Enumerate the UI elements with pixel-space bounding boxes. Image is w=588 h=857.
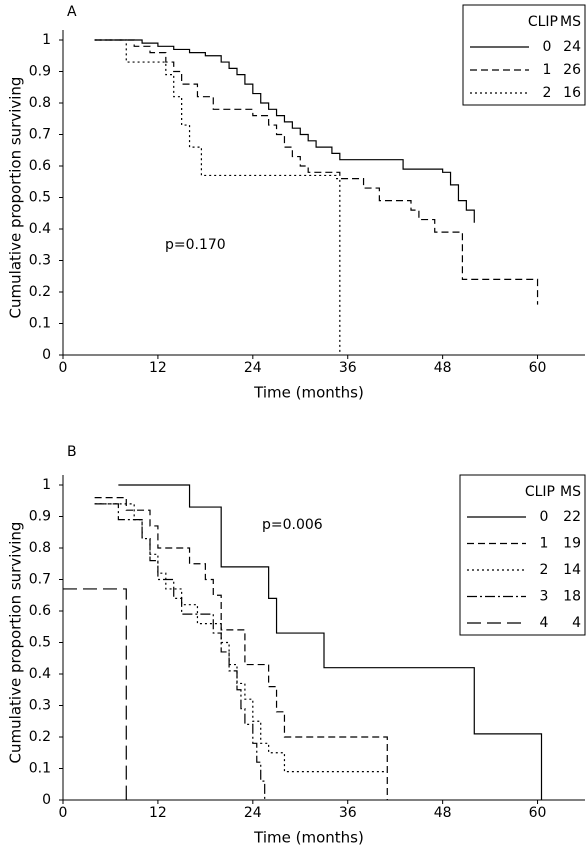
y-tick-label: 0.6 — [29, 603, 51, 619]
legend-label: 4 — [540, 615, 549, 631]
y-tick-label: 0.1 — [29, 761, 51, 777]
panel-label: B — [67, 444, 77, 460]
legend-label: 1 — [543, 62, 552, 78]
y-tick-label: 0.8 — [29, 540, 51, 556]
y-tick-label: 0.2 — [29, 729, 51, 745]
legend-label: 0 — [540, 509, 549, 525]
legend-ms: 19 — [563, 536, 581, 552]
x-tick-label: 36 — [339, 360, 357, 376]
y-tick-label: 0.7 — [29, 572, 51, 588]
x-tick-label: 12 — [149, 805, 167, 821]
y-tick-label: 0 — [42, 792, 51, 808]
x-tick-label: 12 — [149, 360, 167, 376]
legend-ms: 22 — [563, 509, 581, 525]
legend-ms: 14 — [563, 562, 581, 578]
x-tick-label: 60 — [529, 805, 547, 821]
y-tick-label: 0 — [42, 347, 51, 363]
y-tick-label: 0.3 — [29, 253, 51, 269]
x-tick-label: 48 — [434, 360, 452, 376]
annotation: p=0.170 — [165, 237, 226, 253]
y-tick-label: 0.6 — [29, 158, 51, 174]
y-tick-label: 0.8 — [29, 95, 51, 111]
survival-curve — [118, 484, 543, 800]
y-axis-label: Cumulative proportion surviving — [7, 522, 25, 764]
y-tick-label: 0.5 — [29, 635, 51, 651]
y-tick-label: 0.9 — [29, 64, 51, 80]
y-tick-label: 0.9 — [29, 509, 51, 525]
panel: B00.10.20.30.40.50.60.70.80.910 12 24 36 48 6… — [7, 444, 586, 847]
y-tick-label: 0.3 — [29, 698, 51, 714]
legend-ms: 4 — [572, 615, 581, 631]
survival-curve — [94, 39, 539, 305]
y-tick-label: 1 — [42, 477, 51, 493]
legend-header: CLIP — [528, 14, 558, 30]
legend-box — [459, 474, 586, 636]
legend-ms: 18 — [563, 589, 581, 605]
x-tick-label: 24 — [244, 805, 262, 821]
survival-curve — [63, 588, 127, 800]
y-tick-label: 0.4 — [29, 221, 51, 237]
y-tick-label: 0.7 — [29, 127, 51, 143]
panel: A00.10.20.30.40.50.60.70.80.910 12 24 36 48 6… — [7, 4, 586, 402]
legend-ms: 16 — [563, 85, 581, 101]
survival-curve — [94, 39, 475, 223]
x-tick-label: 36 — [339, 805, 357, 821]
y-axis-label: Cumulative proportion surviving — [7, 77, 25, 319]
y-tick-label: 0.5 — [29, 190, 51, 206]
y-tick-label: 0.2 — [29, 284, 51, 300]
x-tick-label: 0 — [59, 805, 68, 821]
survival-curve — [94, 39, 341, 355]
x-axis-label: Time (months) — [253, 384, 364, 402]
x-tick-label: 0 — [59, 360, 68, 376]
y-tick-label: 1 — [42, 32, 51, 48]
legend-header: MS — [560, 484, 581, 500]
x-axis-label: Time (months) — [253, 829, 364, 847]
legend-label: 3 — [540, 589, 549, 605]
x-tick-label: 48 — [434, 805, 452, 821]
legend-header: MS — [560, 14, 581, 30]
legend-label: 2 — [543, 85, 552, 101]
y-tick-label: 0.1 — [29, 316, 51, 332]
x-tick-label: 60 — [529, 360, 547, 376]
legend-label: 2 — [540, 562, 549, 578]
annotation: p=0.006 — [262, 517, 323, 533]
survival-curve — [94, 497, 388, 800]
legend-label: 1 — [540, 536, 549, 552]
legend-header: CLIP — [525, 484, 555, 500]
y-tick-label: 0.4 — [29, 666, 51, 682]
legend-ms: 24 — [563, 39, 581, 55]
x-tick-label: 24 — [244, 360, 262, 376]
legend-label: 0 — [543, 39, 552, 55]
survival-curve — [94, 503, 388, 773]
legend-ms: 26 — [563, 62, 581, 78]
survival-curve — [94, 503, 266, 800]
legend-box — [462, 4, 586, 106]
panel-label: A — [67, 4, 77, 20]
